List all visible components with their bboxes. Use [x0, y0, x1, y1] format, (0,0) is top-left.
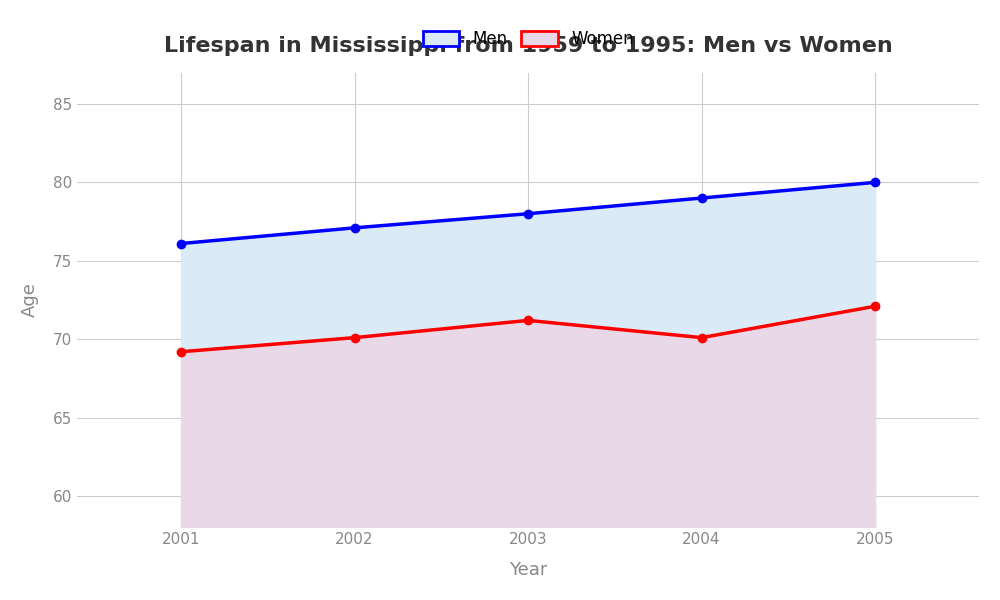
Y-axis label: Age: Age	[21, 283, 39, 317]
Title: Lifespan in Mississippi from 1959 to 1995: Men vs Women: Lifespan in Mississippi from 1959 to 199…	[164, 36, 892, 56]
Legend: Men, Women: Men, Women	[414, 22, 642, 56]
X-axis label: Year: Year	[509, 561, 547, 579]
